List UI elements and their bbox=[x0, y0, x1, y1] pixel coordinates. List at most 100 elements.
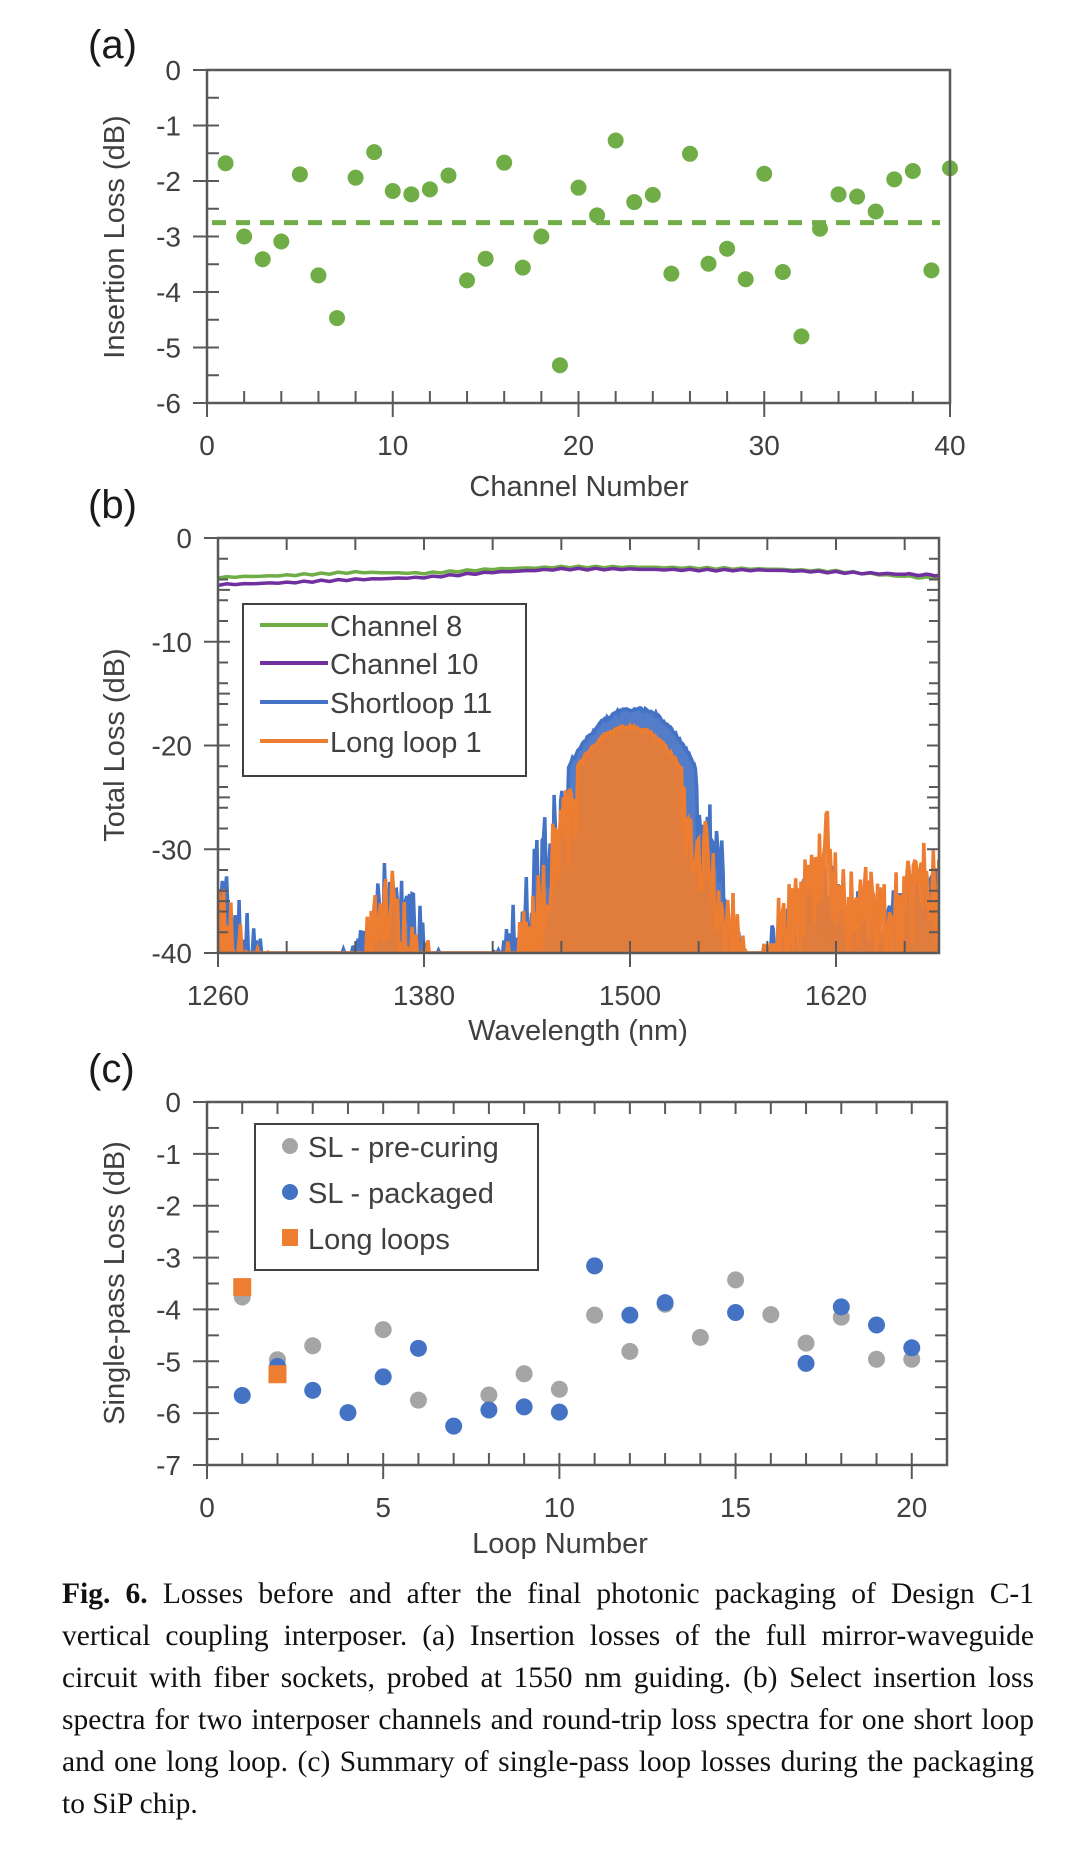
legend-b: Channel 8 Channel 10 Shortloop 11 Long l… bbox=[242, 603, 527, 777]
x-tick-label-c: 5 bbox=[375, 1492, 391, 1523]
y-tick-label-c: -5 bbox=[156, 1346, 181, 1377]
x-tick-label-b: 1260 bbox=[187, 980, 249, 1011]
legend-label-shortloop-11: Shortloop 11 bbox=[330, 688, 492, 720]
data-point bbox=[700, 255, 717, 272]
y-tick-label-a: -3 bbox=[156, 222, 181, 253]
data-point-packaged bbox=[797, 1354, 815, 1372]
data-point bbox=[904, 163, 921, 180]
data-point bbox=[756, 165, 773, 182]
data-point-packaged bbox=[550, 1403, 568, 1421]
data-point bbox=[310, 267, 327, 284]
data-point-pre-curing bbox=[409, 1391, 427, 1409]
x-tick-label-c: 20 bbox=[896, 1492, 927, 1523]
x-axis-title-c: Loop Number bbox=[472, 1528, 648, 1560]
data-point-pre-curing bbox=[762, 1306, 780, 1324]
data-point bbox=[607, 132, 624, 149]
legend-box-c bbox=[254, 1123, 539, 1271]
y-axis-title-b: Total Loss (dB) bbox=[99, 648, 131, 841]
data-point bbox=[737, 271, 754, 288]
data-point-packaged bbox=[339, 1404, 357, 1422]
series-line-channel-10 bbox=[218, 566, 939, 588]
data-point bbox=[886, 171, 903, 188]
y-axis-title-c: Single-pass Loss (dB) bbox=[99, 1141, 131, 1425]
y-tick-label-a: -6 bbox=[156, 388, 181, 419]
x-axis-title-b: Wavelength (nm) bbox=[468, 1015, 688, 1047]
figure: (a) 0 -1 -2 -3 -4 -5 -6 0 10 20 30 40 Channel Numbe… bbox=[88, 23, 966, 1560]
panel-b-marks bbox=[218, 564, 939, 953]
panel-b-axes: 0 -10 -20 -30 -40 1260 1380 1500 1620 bbox=[152, 523, 941, 1011]
data-point-packaged bbox=[656, 1294, 674, 1312]
y-tick-label-c: 0 bbox=[165, 1087, 181, 1118]
panel-label-c: (c) bbox=[88, 1047, 135, 1091]
y-tick-label-a: 0 bbox=[165, 55, 181, 86]
y-tick-label-a: -1 bbox=[156, 111, 181, 142]
data-point bbox=[774, 264, 791, 281]
figure-caption: Fig. 6. Losses before and after the fina… bbox=[62, 1573, 1034, 1825]
y-tick-label-c: -3 bbox=[156, 1243, 181, 1274]
legend-c: SL - pre-curing SL - packaged Long loops bbox=[254, 1123, 539, 1271]
y-tick-label-c: -1 bbox=[156, 1139, 181, 1170]
caption-text: Losses before and after the final photon… bbox=[62, 1578, 1035, 1820]
y-tick-label-c: -2 bbox=[156, 1191, 181, 1222]
data-point-pre-curing bbox=[550, 1380, 568, 1398]
data-point-long-loop bbox=[233, 1278, 252, 1297]
x-tick-label-a: 10 bbox=[377, 430, 408, 461]
data-point-packaged bbox=[445, 1417, 463, 1435]
y-tick-label-a: -2 bbox=[156, 166, 181, 197]
panel-c: (c) 0 -1 -2 -3 -4 -5 -6 -7 0 5 10 15 20 SL - pre-cur… bbox=[88, 1047, 949, 1560]
data-point bbox=[421, 181, 438, 198]
data-point bbox=[681, 145, 698, 162]
data-point-packaged bbox=[621, 1306, 639, 1324]
data-point bbox=[570, 179, 587, 196]
x-tick-label-b: 1620 bbox=[805, 980, 867, 1011]
data-point bbox=[329, 310, 346, 327]
data-point bbox=[793, 328, 810, 345]
data-point bbox=[477, 250, 494, 267]
legend-box-b bbox=[242, 603, 527, 777]
y-tick-label-c: -7 bbox=[156, 1450, 181, 1481]
data-point bbox=[459, 272, 476, 289]
x-axis-title-a: Channel Number bbox=[469, 471, 689, 503]
data-point-packaged bbox=[304, 1381, 322, 1399]
data-point-packaged bbox=[233, 1387, 251, 1405]
series-line-long-loop-1 bbox=[218, 721, 939, 953]
data-point bbox=[273, 233, 290, 250]
data-point-pre-curing bbox=[304, 1337, 322, 1355]
data-point bbox=[496, 154, 513, 171]
data-point-pre-curing bbox=[586, 1306, 604, 1324]
data-point bbox=[440, 167, 457, 184]
data-point-packaged bbox=[409, 1339, 427, 1357]
y-tick-label-c: -4 bbox=[156, 1294, 181, 1325]
data-point-pre-curing bbox=[480, 1386, 498, 1404]
x-tick-label-b: 1500 bbox=[599, 980, 661, 1011]
data-point bbox=[589, 207, 606, 224]
data-point-packaged bbox=[903, 1339, 921, 1357]
x-tick-label-a: 40 bbox=[934, 430, 965, 461]
data-point bbox=[626, 194, 643, 211]
data-point bbox=[867, 203, 884, 220]
legend-label-channel-8: Channel 8 bbox=[330, 611, 462, 643]
panel-label-b: (b) bbox=[88, 483, 137, 527]
data-point-pre-curing bbox=[868, 1350, 886, 1368]
y-tick-label-b: -20 bbox=[152, 731, 192, 762]
legend-label-pre-curing: SL - pre-curing bbox=[308, 1132, 499, 1164]
data-point bbox=[236, 228, 253, 245]
data-point-pre-curing bbox=[515, 1365, 533, 1383]
x-tick-label-a: 0 bbox=[199, 430, 215, 461]
data-point bbox=[551, 357, 568, 374]
panel-a-marks bbox=[212, 132, 958, 374]
panel-a: (a) 0 -1 -2 -3 -4 -5 -6 0 10 20 30 40 Channel Numbe… bbox=[88, 23, 966, 503]
data-point-packaged bbox=[374, 1368, 392, 1386]
panel-label-a: (a) bbox=[88, 23, 137, 67]
data-point bbox=[514, 259, 531, 276]
data-point bbox=[384, 182, 401, 199]
panel-c-axes: 0 -1 -2 -3 -4 -5 -6 -7 0 5 10 15 20 bbox=[156, 1087, 949, 1523]
x-tick-label-c: 15 bbox=[720, 1492, 751, 1523]
legend-marker-pre-curing bbox=[282, 1138, 298, 1154]
data-point-packaged bbox=[832, 1298, 850, 1316]
y-tick-label-c: -6 bbox=[156, 1398, 181, 1429]
x-tick-label-b: 1380 bbox=[393, 980, 455, 1011]
panel-b: (b) 0 -10 -20 -30 -40 1260 1380 1500 1620 Channe… bbox=[88, 483, 941, 1047]
data-point-pre-curing bbox=[691, 1328, 709, 1346]
data-point bbox=[719, 240, 736, 257]
